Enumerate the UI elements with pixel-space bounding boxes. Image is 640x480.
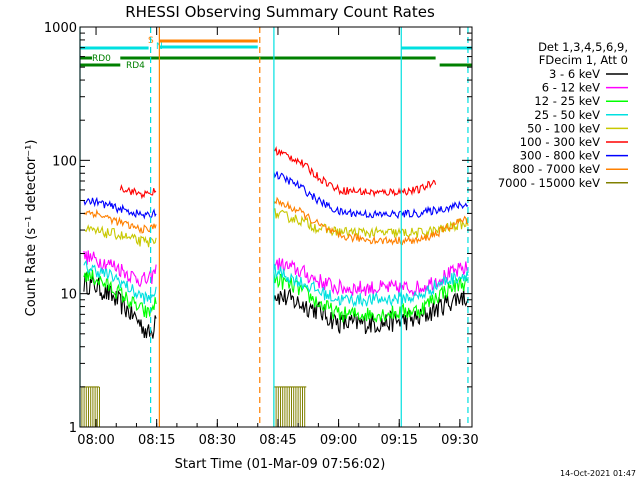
series-0-segment-1 bbox=[273, 287, 469, 335]
series-2-segment-0 bbox=[83, 269, 157, 319]
x-tick-label-4: 09:00 bbox=[320, 433, 357, 448]
flag-saa-bar-1 bbox=[401, 46, 472, 50]
series-4-segment-0 bbox=[83, 224, 157, 248]
series-8-dropouts-0 bbox=[81, 386, 100, 427]
flag-saa-bar-0 bbox=[80, 46, 149, 50]
footer-date: 14-Oct-2021 01:47 bbox=[560, 469, 636, 478]
flag-rd0-bar-0 bbox=[80, 56, 92, 60]
x-tick-label-1: 08:15 bbox=[138, 433, 175, 448]
series-7-segment-0 bbox=[83, 208, 157, 234]
legend-header-0: Det 1,3,4,5,6,9, bbox=[538, 40, 628, 54]
x-tick-label-6: 09:30 bbox=[441, 433, 478, 448]
y-tick-label-1: 10 bbox=[60, 288, 77, 303]
series-5-segment-0 bbox=[119, 184, 157, 200]
series-8-dropouts-1 bbox=[273, 386, 306, 427]
flag-bars: RD0RD4NS bbox=[80, 36, 472, 71]
series-6-segment-0 bbox=[83, 196, 157, 220]
series-2-segment-1 bbox=[273, 271, 469, 323]
y-tick-label-0: 1 bbox=[69, 421, 77, 436]
chart-title: RHESSI Observing Summary Count Rates bbox=[125, 3, 435, 21]
legend-label-8: 7000 - 15000 keV bbox=[498, 176, 600, 190]
legend-label-1: 6 - 12 keV bbox=[542, 81, 600, 95]
legend-label-2: 12 - 25 keV bbox=[534, 94, 600, 108]
flag-rd4-label: RD4 bbox=[126, 61, 145, 71]
series-layer bbox=[81, 145, 469, 427]
x-tick-label-2: 08:30 bbox=[199, 433, 236, 448]
y-tick-label-2: 100 bbox=[52, 154, 77, 169]
flag-rd4-bar-1 bbox=[439, 63, 472, 67]
legend-label-3: 25 - 50 keV bbox=[534, 108, 600, 122]
x-tick-label-3: 08:45 bbox=[259, 433, 296, 448]
series-5-segment-1 bbox=[273, 145, 437, 198]
plot-frame bbox=[79, 26, 473, 428]
series-3-segment-1 bbox=[273, 263, 469, 308]
x-tick-label-0: 08:00 bbox=[77, 433, 114, 448]
flag-rd0-bar-1 bbox=[120, 56, 436, 60]
x-tick-label-5: 09:15 bbox=[380, 433, 417, 448]
flag-s-bar-0 bbox=[159, 39, 258, 43]
flag-rd4-bar-0 bbox=[80, 63, 121, 67]
axes-layer: 08:00 08:15 08:30 08:45 09:00 09:15 09:30 1 10 10… bbox=[44, 21, 479, 448]
legend-header-1: FDecim 1, Att 0 bbox=[539, 53, 628, 67]
series-1-segment-0 bbox=[83, 250, 157, 288]
flag-n-bar-0 bbox=[159, 45, 258, 49]
series-1-segment-1 bbox=[273, 257, 469, 297]
legend-label-4: 50 - 100 keV bbox=[527, 121, 600, 135]
flag-rd0-label: RD0 bbox=[92, 54, 111, 64]
legend-label-7: 800 - 7000 keV bbox=[512, 162, 600, 176]
legend-label-5: 100 - 300 keV bbox=[520, 135, 600, 149]
series-6-segment-1 bbox=[273, 171, 469, 220]
y-axis-label: Count Rate (s⁻¹ detector⁻¹) bbox=[24, 140, 39, 317]
series-3-segment-0 bbox=[83, 259, 157, 305]
legend-label-6: 300 - 800 keV bbox=[520, 149, 600, 163]
legend: Det 1,3,4,5,6,9,FDecim 1, Att 03 - 6 keV… bbox=[498, 40, 628, 190]
legend-label-0: 3 - 6 keV bbox=[549, 67, 600, 81]
y-tick-label-3: 1000 bbox=[44, 21, 77, 36]
series-7-segment-1 bbox=[273, 196, 469, 246]
series-0-segment-0 bbox=[83, 271, 157, 339]
x-axis-label: Start Time (01-Mar-09 07:56:02) bbox=[175, 457, 386, 472]
